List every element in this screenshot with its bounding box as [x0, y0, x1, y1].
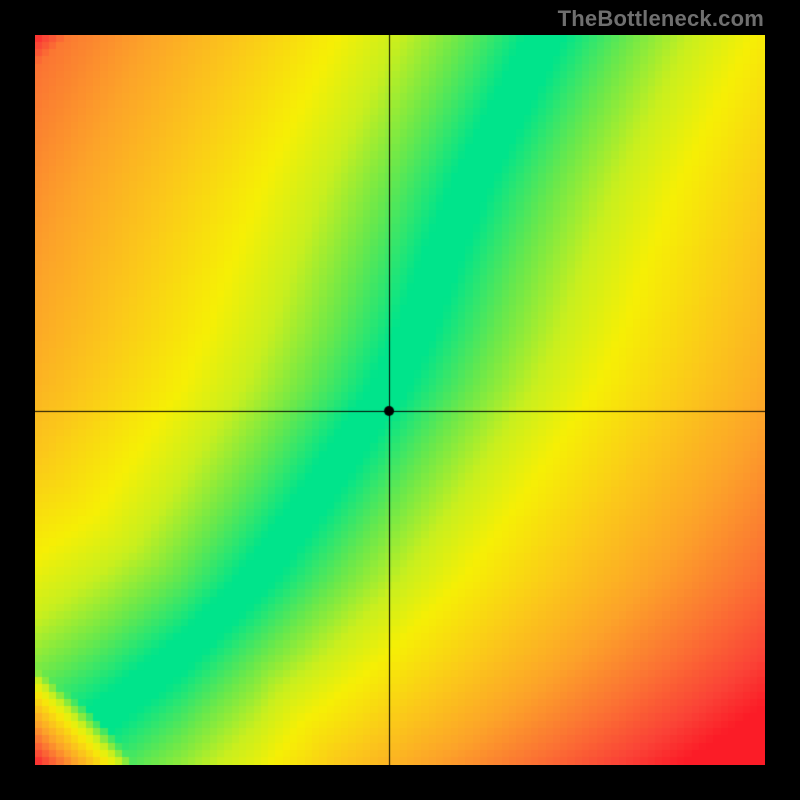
- chart-container: TheBottleneck.com: [0, 0, 800, 800]
- watermark-text: TheBottleneck.com: [558, 6, 764, 32]
- heatmap-canvas: [35, 35, 765, 765]
- plot-area: [35, 35, 765, 765]
